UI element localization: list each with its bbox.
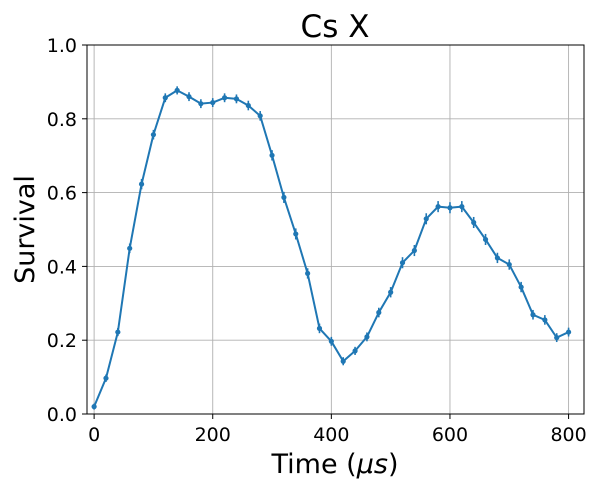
- y-tick-label: 0.6: [47, 183, 77, 205]
- data-point: [316, 325, 323, 331]
- data-point: [198, 101, 204, 107]
- data-point: [506, 261, 512, 268]
- data-point: [293, 231, 299, 237]
- data-point: [352, 348, 358, 354]
- plot-frame: [86, 44, 585, 415]
- data-point: [210, 99, 216, 106]
- data-point: [399, 260, 406, 266]
- data-point: [447, 205, 453, 211]
- x-tick-label: 800: [550, 424, 586, 446]
- data-point: [269, 152, 275, 158]
- data-point: [257, 113, 263, 119]
- data-point: [174, 87, 180, 93]
- y-tick-label: 0.8: [47, 109, 77, 131]
- data-point: [376, 309, 382, 316]
- x-tick-label: 200: [195, 424, 231, 446]
- x-tick-label: 400: [313, 424, 349, 446]
- data-point: [340, 358, 346, 364]
- x-tick-label: 600: [432, 424, 468, 446]
- data-point: [245, 102, 251, 109]
- data-point: [186, 94, 192, 100]
- data-point: [542, 317, 548, 323]
- data-point: [281, 194, 287, 200]
- x-axis-label: Time (μs): [271, 449, 399, 480]
- data-point: [388, 289, 394, 295]
- data-point: [364, 334, 370, 340]
- y-axis-ticks: 0.0 0.2 0.4 0.6 0.8 1.0: [47, 35, 87, 426]
- data-point: [494, 255, 501, 261]
- y-axis-label: Survival: [10, 175, 41, 284]
- data-point: [435, 204, 441, 210]
- x-tick-label: 0: [88, 424, 100, 446]
- data-point: [115, 329, 121, 335]
- x-axis-label-suffix: ): [388, 449, 399, 480]
- data-point: [471, 219, 477, 226]
- y-tick-label: 0.4: [47, 256, 77, 278]
- data-point: [305, 270, 311, 277]
- x-axis-ticks: 0 200 400 600 800: [88, 414, 587, 446]
- y-tick-label: 1.0: [47, 35, 77, 57]
- data-point: [518, 284, 524, 290]
- data-point: [459, 204, 465, 210]
- data-point: [162, 95, 168, 101]
- data-point: [233, 96, 240, 102]
- chart-title: Cs X: [301, 9, 370, 45]
- x-axis-label-prefix: Time (: [271, 449, 357, 480]
- data-point: [423, 216, 429, 222]
- data-point: [221, 95, 228, 101]
- data-point: [411, 247, 417, 254]
- data-point: [482, 236, 489, 243]
- data-point: [138, 181, 145, 187]
- y-tick-label: 0.0: [47, 404, 77, 426]
- data-series: [91, 86, 572, 410]
- data-point: [150, 132, 157, 138]
- y-tick-label: 0.2: [47, 330, 77, 352]
- data-point: [91, 404, 97, 410]
- data-point: [565, 329, 572, 335]
- data-point: [127, 245, 133, 251]
- data-point: [530, 312, 536, 318]
- axes: [86, 44, 585, 415]
- data-point: [328, 338, 334, 344]
- x-axis-label-symbol: μs: [356, 449, 388, 480]
- data-point: [103, 375, 109, 381]
- grid: [87, 44, 584, 415]
- data-point: [554, 335, 560, 341]
